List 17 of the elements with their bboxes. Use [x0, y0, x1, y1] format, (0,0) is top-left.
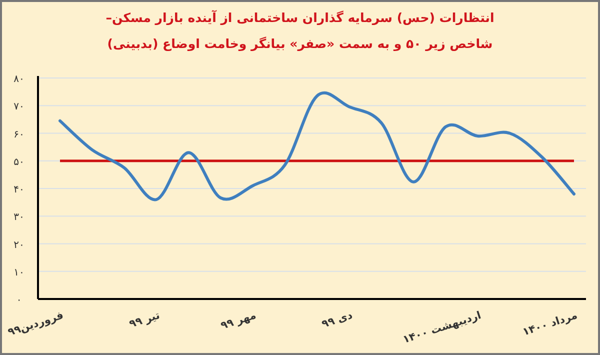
y-tick-label: ۲۰ — [14, 240, 24, 251]
chart-title: انتظارات (حس) سرمایه گذاران ساختمانی از آینده بازار مسکن– — [106, 10, 494, 26]
y-tick-label: ۱۰ — [14, 267, 24, 278]
y-tick-label: ۶۰ — [14, 129, 24, 140]
x-tick-label: مهر ۹۹ — [219, 309, 258, 332]
x-tick-label: دی ۹۹ — [320, 309, 355, 331]
y-tick-label: ۷۰ — [14, 102, 24, 113]
chart-subtitle: شاخص زیر ۵۰ و به سمت «صفر» بیانگر وخامت اوضاع (بدبینی) — [107, 36, 493, 52]
y-tick-label: ۰ — [16, 295, 22, 306]
y-tick-label: ۳۰ — [14, 212, 24, 224]
y-tick-label: ۸۰ — [14, 74, 24, 85]
x-tick-label: فروردین۹۹ — [6, 309, 66, 339]
y-tick-label: ۵۰ — [14, 156, 24, 168]
x-tick-label: مرداد ۱۴۰۰ — [521, 309, 579, 338]
x-tick-label: اردیبهشت ۱۴۰۰ — [402, 309, 483, 346]
x-tick-label: تیر ۹۹ — [128, 309, 162, 331]
y-tick-label: ۴۰ — [14, 184, 24, 196]
